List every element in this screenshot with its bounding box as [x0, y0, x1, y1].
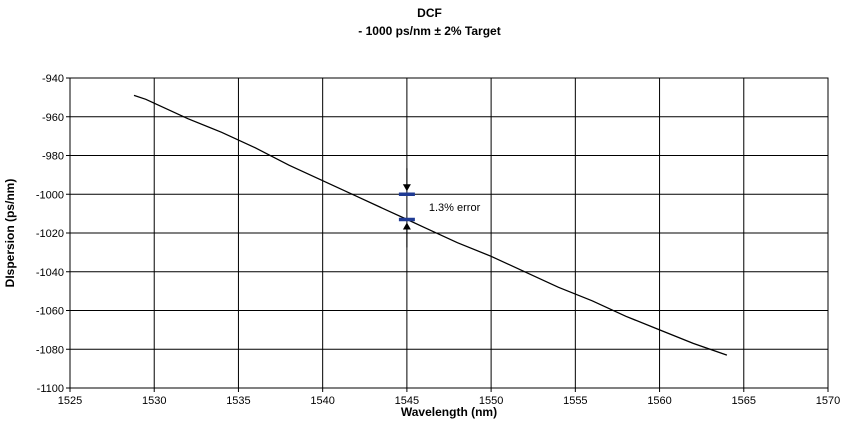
y-tick-label: -1000 [36, 189, 64, 201]
plot-area-border [69, 77, 829, 389]
x-tick-label: 1545 [395, 395, 419, 407]
gridlines [66, 77, 829, 392]
x-tick-label: 1565 [732, 395, 756, 407]
y-tick-label: -1100 [37, 383, 64, 395]
chart-subtitle: - 1000 ps/nm ± 2% Target [358, 24, 501, 38]
arrow-up-head [402, 222, 411, 230]
y-tick-label: -980 [42, 151, 64, 163]
y-axis-label: DIspersion (ps/nm) [3, 179, 17, 288]
x-tick-label: 1560 [647, 395, 671, 407]
x-tick-label: 1525 [58, 395, 82, 407]
tick-labels: 1525 1530 1535 1540 1545 1550 1555 1560 1565 1570… [36, 73, 840, 407]
y-tick-label: -1080 [36, 344, 64, 356]
series-layer [133, 94, 728, 356]
y-tick-label: -1060 [36, 306, 64, 318]
x-axis-label: Wavelength (nm) [401, 405, 497, 419]
dispersion-line [133, 94, 728, 356]
chart-title: DCF [417, 6, 442, 20]
error-annotation-label: 1.3% error [429, 202, 481, 214]
y-tick-label: -960 [42, 112, 64, 124]
x-tick-label: 1570 [816, 395, 840, 407]
x-tick-label: 1540 [310, 395, 334, 407]
x-tick-label: 1530 [142, 395, 166, 407]
y-tick-label: -1020 [36, 228, 64, 240]
arrow-down-head [402, 184, 411, 192]
x-tick-label: 1535 [226, 395, 250, 407]
x-tick-label: 1555 [563, 395, 587, 407]
annotation-layer: 1.3% error [398, 168, 481, 248]
y-tick-label: -940 [42, 73, 64, 85]
x-tick-label: 1550 [479, 395, 503, 407]
y-tick-label: -1040 [36, 267, 64, 279]
